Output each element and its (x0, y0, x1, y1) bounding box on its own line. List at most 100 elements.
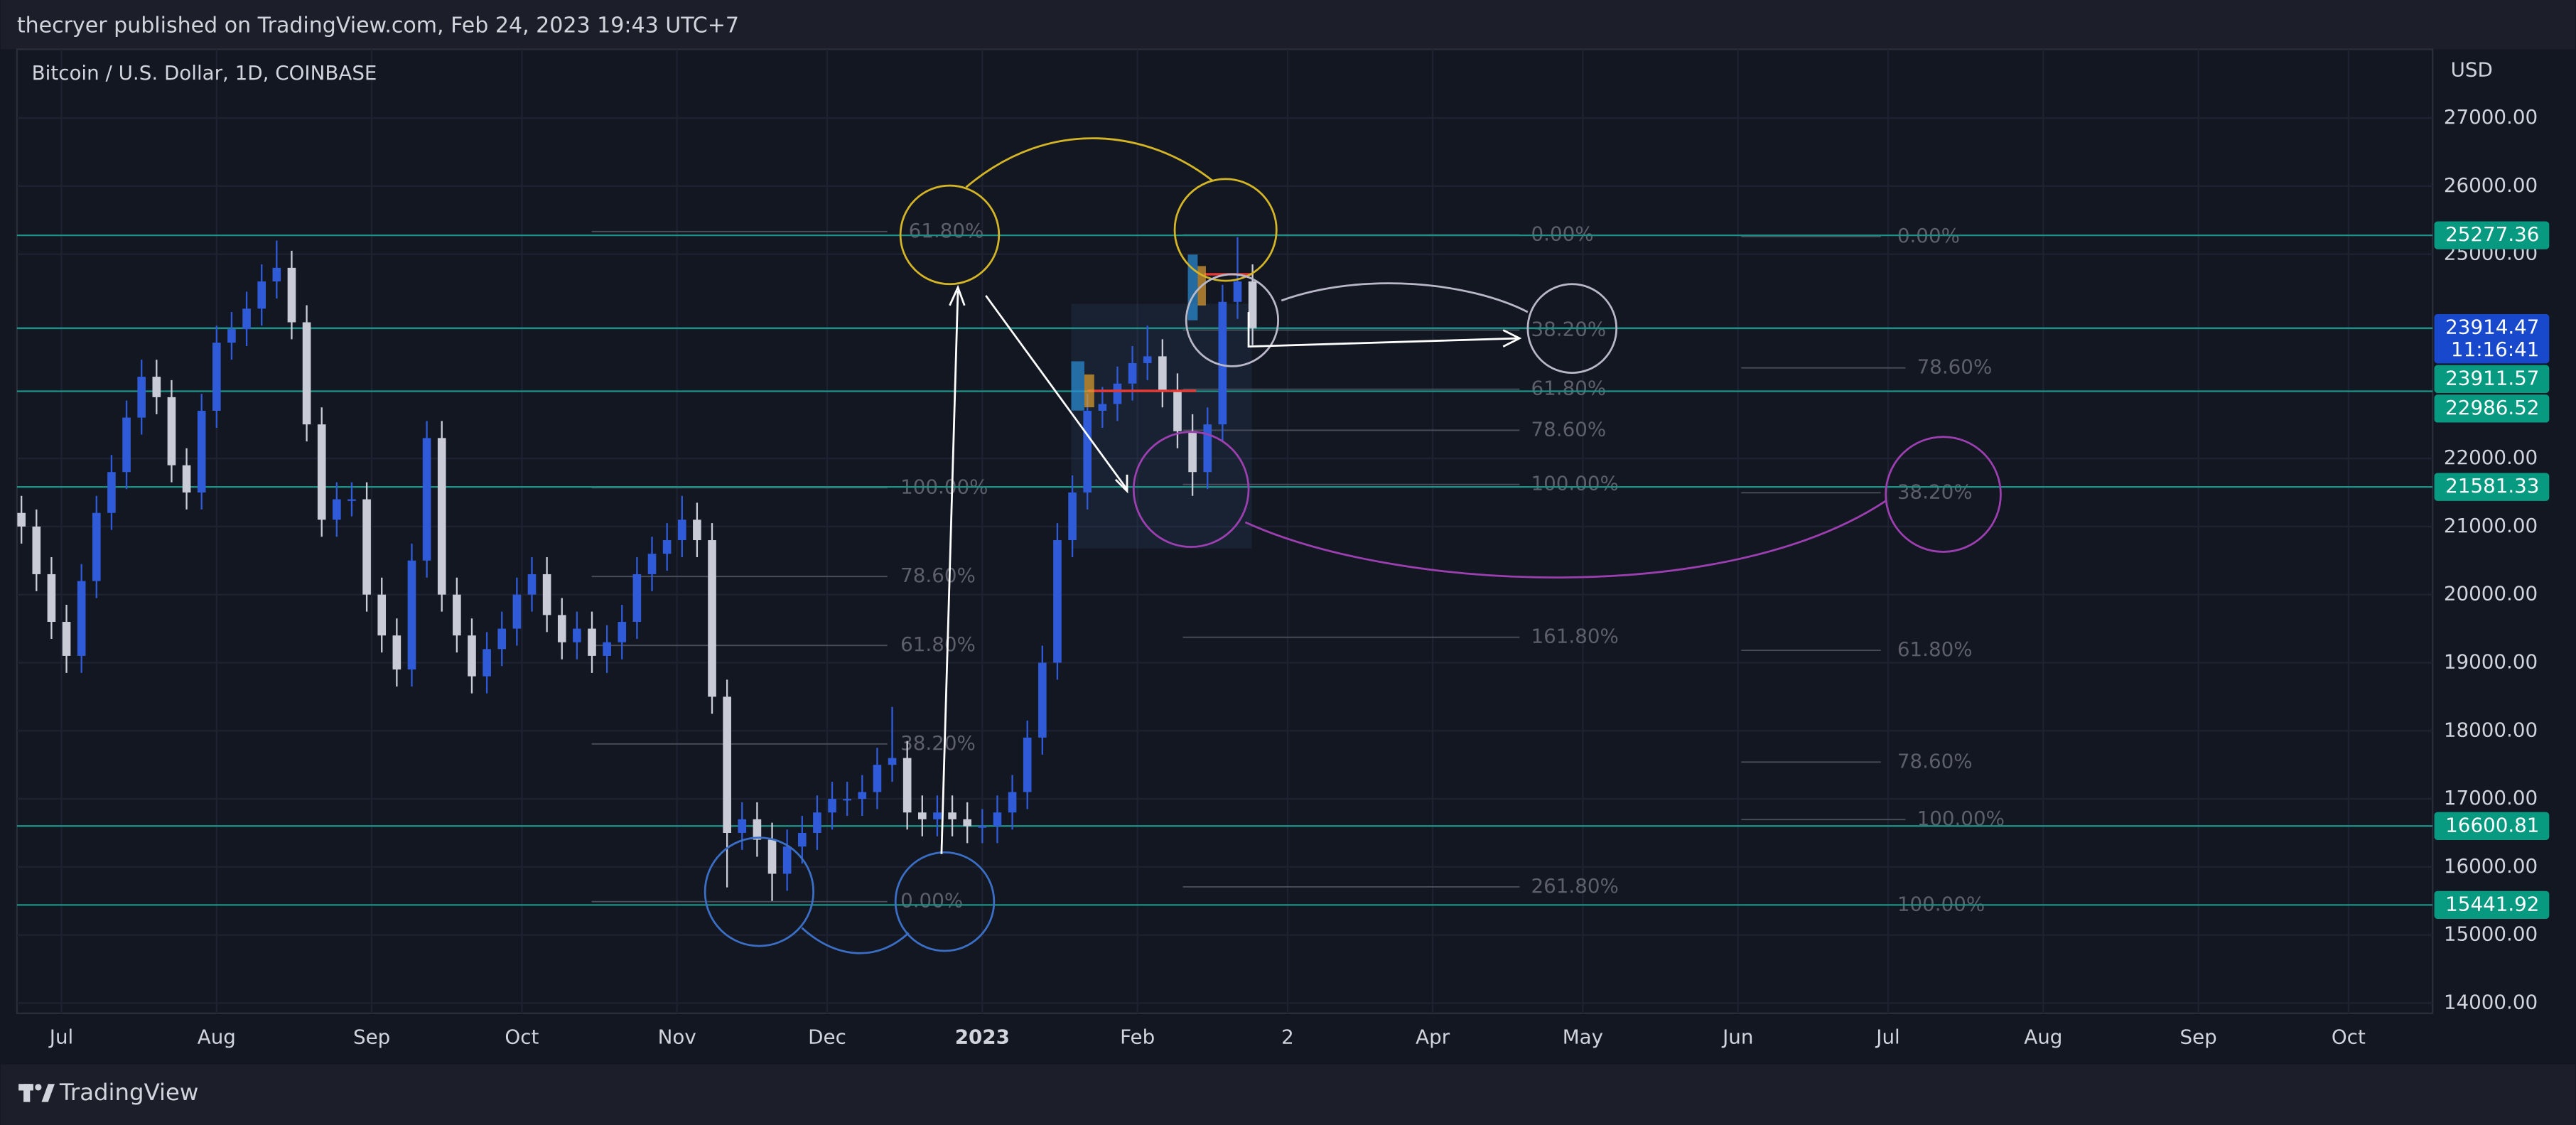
price-tag-label: 16600.81 (2445, 813, 2539, 836)
circle (704, 836, 815, 947)
price-tag (2434, 365, 2550, 393)
candle-body (632, 574, 642, 623)
candle-body (392, 635, 402, 670)
brand: TradingView (59, 1079, 198, 1106)
fib-label: 261.80% (1531, 874, 1619, 898)
x-tick-label: Jul (1875, 1026, 1899, 1049)
candle-body (708, 540, 716, 697)
candle-body (1188, 431, 1197, 473)
price-tag-label: 15441.92 (2445, 892, 2539, 915)
x-tick-label: Jun (1721, 1026, 1753, 1049)
fib-label: 78.60% (1917, 355, 1993, 379)
y-tick-label: 19000.00 (2444, 650, 2538, 673)
y-tick-label: 16000.00 (2444, 854, 2538, 878)
arrow-head (1114, 474, 1128, 494)
x-tick-label: Sep (353, 1026, 390, 1049)
candle-body (107, 472, 116, 513)
x-tick-label: 2 (1281, 1026, 1294, 1049)
price-tag (2434, 473, 2550, 501)
price-tag (2434, 394, 2550, 423)
fib-label: 100.00% (1531, 472, 1619, 495)
candle-body (512, 594, 522, 629)
arc (1281, 282, 1529, 313)
candle-body (152, 377, 161, 397)
candle-body (317, 424, 326, 520)
candle-body (1053, 540, 1062, 663)
price-tag-label: 23914.47 (2445, 316, 2539, 339)
candle-body (1068, 492, 1077, 541)
circle (894, 851, 996, 952)
fib-label: 38.20% (1897, 480, 1973, 503)
candle-body (1218, 301, 1227, 425)
x-tick-label: Oct (2332, 1026, 2366, 1049)
candle-body (47, 574, 56, 623)
y-tick-label: 22000.00 (2444, 446, 2538, 469)
x-tick-label: Aug (2024, 1026, 2062, 1049)
logo-part (35, 1084, 42, 1091)
fib-label: 61.80% (1897, 637, 1973, 661)
candle-body (1203, 424, 1212, 473)
profile-bar (1084, 374, 1094, 408)
candle-body (948, 812, 956, 819)
candle-body (647, 554, 657, 574)
logo-part (41, 1084, 55, 1102)
candle-body (1083, 411, 1092, 492)
footer-bar (0, 1064, 2576, 1125)
currency: USD (2451, 58, 2493, 81)
candle-body (677, 520, 686, 541)
candle-body (828, 799, 836, 813)
candle-body (843, 799, 851, 801)
profile-bar (1071, 361, 1084, 411)
x-tick-label: 2023 (955, 1026, 1010, 1049)
x-tick-label: Aug (198, 1026, 236, 1049)
candle-body (573, 628, 581, 642)
candle-body (347, 499, 356, 501)
candle-body (77, 581, 86, 656)
candle-body (197, 411, 206, 492)
candle-body (167, 397, 176, 465)
countdown: 11:16:41 (2451, 338, 2540, 361)
fib-label: 0.00% (900, 889, 963, 913)
drawings (704, 137, 2002, 954)
fib-label: 161.80% (1531, 625, 1619, 648)
candle-body (92, 512, 101, 581)
candle-body (242, 308, 251, 330)
candle-body (1173, 390, 1182, 431)
candle-body (377, 594, 387, 636)
candle-body (753, 819, 762, 840)
candle-body (287, 267, 296, 323)
price-tag (2434, 221, 2550, 249)
candle-body (453, 594, 461, 636)
candle-body (767, 839, 777, 874)
candle-body (257, 281, 266, 309)
candle-body (212, 343, 221, 411)
fib-label: 61.80% (1531, 377, 1607, 400)
candle-body (797, 832, 807, 847)
candle-body (227, 329, 236, 343)
circle (1173, 178, 1278, 282)
circle (899, 184, 1001, 286)
candle-body (17, 512, 26, 527)
candle-body (693, 520, 701, 541)
x-tick-label: Feb (1120, 1026, 1155, 1049)
candle-body (978, 826, 987, 828)
y-tick-label: 20000.00 (2444, 582, 2538, 605)
arrow (1247, 312, 1519, 348)
candle-body (603, 642, 611, 656)
candle-body (302, 322, 311, 425)
candle-body (483, 649, 491, 677)
fib-label: 78.60% (1531, 417, 1607, 441)
publisher: thecryer published on TradingView.com, F… (17, 13, 739, 38)
y-tick-label: 14000.00 (2444, 990, 2538, 1013)
circle (1132, 431, 1250, 548)
candle-body (1008, 792, 1017, 813)
candle-body (1023, 737, 1032, 792)
fib-label: 78.60% (1897, 749, 1973, 773)
candle-body (933, 812, 942, 819)
fib-label: 0.00% (1531, 222, 1594, 245)
fib-label: 61.80% (909, 219, 984, 242)
fib-label: 38.20% (900, 731, 976, 755)
arrow (985, 295, 1128, 490)
